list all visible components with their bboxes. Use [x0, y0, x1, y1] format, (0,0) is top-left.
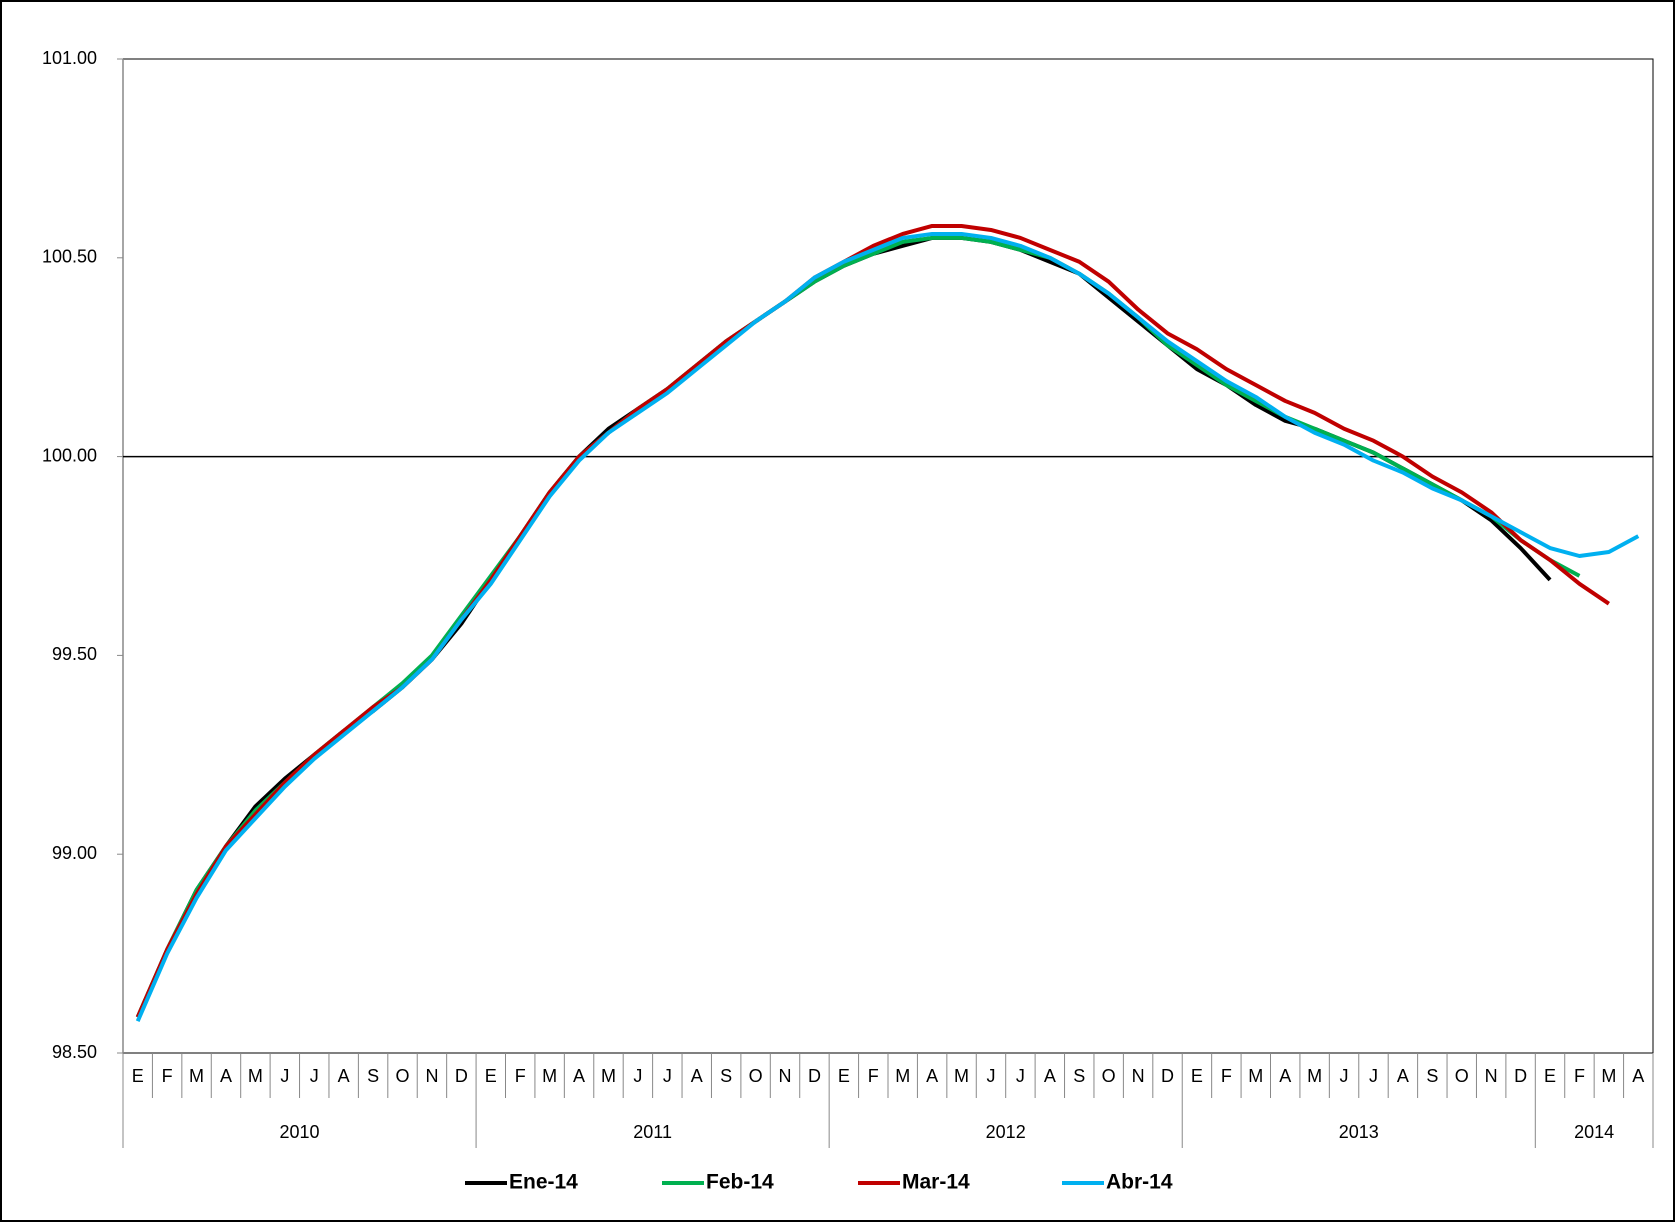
y-tick-label: 101.00 — [42, 48, 97, 68]
x-tick-label: A — [220, 1066, 232, 1086]
group-label: 2014 — [1574, 1122, 1614, 1142]
x-tick-label: N — [779, 1066, 792, 1086]
x-tick-label: N — [1132, 1066, 1145, 1086]
x-tick-label: E — [485, 1066, 497, 1086]
x-tick-label: E — [838, 1066, 850, 1086]
x-tick-label: O — [749, 1066, 763, 1086]
x-tick-label: F — [868, 1066, 879, 1086]
x-tick-label: O — [396, 1066, 410, 1086]
y-tick-label: 100.00 — [42, 445, 97, 465]
x-tick-label: O — [1102, 1066, 1116, 1086]
x-tick-label: J — [1016, 1066, 1025, 1086]
x-tick-label: J — [1340, 1066, 1349, 1086]
x-tick-label: A — [338, 1066, 350, 1086]
x-tick-label: A — [1279, 1066, 1291, 1086]
y-tick-label: 98.50 — [52, 1042, 97, 1062]
x-tick-label: J — [633, 1066, 642, 1086]
x-tick-label: J — [986, 1066, 995, 1086]
x-tick-label: M — [895, 1066, 910, 1086]
x-tick-label: M — [189, 1066, 204, 1086]
x-tick-label: M — [601, 1066, 616, 1086]
x-tick-label: A — [926, 1066, 938, 1086]
x-tick-label: J — [1369, 1066, 1378, 1086]
x-tick-label: J — [310, 1066, 319, 1086]
x-tick-label: A — [1044, 1066, 1056, 1086]
x-tick-label: E — [1544, 1066, 1556, 1086]
x-tick-label: M — [542, 1066, 557, 1086]
x-tick-label: D — [1514, 1066, 1527, 1086]
x-tick-label: M — [1307, 1066, 1322, 1086]
legend-text: Feb-14 — [706, 1171, 774, 1194]
x-tick-label: F — [1574, 1066, 1585, 1086]
x-tick-label: F — [515, 1066, 526, 1086]
group-label: 2010 — [280, 1122, 320, 1142]
group-label: 2013 — [1339, 1122, 1379, 1142]
x-tick-label: A — [573, 1066, 585, 1086]
x-tick-label: E — [132, 1066, 144, 1086]
series-line — [135, 223, 1610, 1019]
x-tick-label: J — [663, 1066, 672, 1086]
group-label: 2011 — [633, 1122, 672, 1142]
legend-text: Mar-14 — [902, 1171, 970, 1194]
series-line — [135, 231, 1640, 1022]
x-tick-label: J — [280, 1066, 289, 1086]
x-tick-label: A — [1632, 1066, 1644, 1086]
x-tick-label: N — [1485, 1066, 1498, 1086]
x-tick-label: O — [1455, 1066, 1469, 1086]
x-tick-label: M — [1601, 1066, 1616, 1086]
y-tick-label: 99.50 — [52, 644, 97, 664]
x-tick-label: F — [162, 1066, 173, 1086]
x-tick-label: S — [1073, 1066, 1085, 1086]
x-tick-label: D — [455, 1066, 468, 1086]
y-tick-label: 99.00 — [52, 843, 97, 863]
x-tick-label: N — [425, 1066, 438, 1086]
x-tick-label: F — [1221, 1066, 1232, 1086]
x-tick-label: D — [808, 1066, 821, 1086]
x-tick-label: A — [1397, 1066, 1409, 1086]
legend-text: Abr-14 — [1106, 1171, 1173, 1194]
x-tick-label: D — [1161, 1066, 1174, 1086]
x-tick-label: E — [1191, 1066, 1203, 1086]
y-tick-label: 100.50 — [42, 247, 97, 267]
x-tick-label: M — [1248, 1066, 1263, 1086]
legend-text: Ene-14 — [509, 1171, 578, 1194]
x-tick-label: S — [1426, 1066, 1438, 1086]
x-tick-label: S — [367, 1066, 379, 1086]
group-label: 2012 — [986, 1122, 1026, 1142]
x-tick-label: S — [720, 1066, 732, 1086]
x-tick-label: M — [248, 1066, 263, 1086]
x-tick-label: A — [691, 1066, 703, 1086]
x-tick-label: M — [954, 1066, 969, 1086]
